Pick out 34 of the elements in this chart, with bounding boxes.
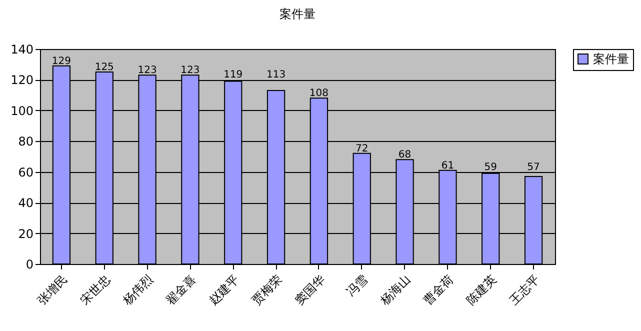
data-label: 61 — [441, 160, 454, 172]
data-label: 123 — [180, 65, 200, 76]
data-label: 123 — [138, 65, 157, 76]
y-tick-label: 60 — [18, 165, 34, 180]
y-tick-label: 40 — [18, 196, 34, 210]
x-tick-label: 杨伟烈 — [120, 272, 156, 308]
x-tick-label: 赵建平 — [206, 272, 242, 308]
y-tick-label: 140 — [10, 42, 34, 56]
x-tick-label: 陈建英 — [464, 272, 500, 308]
chart-title: 案件量 — [280, 7, 316, 21]
y-tick-label: 120 — [10, 73, 34, 88]
x-tick-label: 杨海山 — [377, 272, 414, 308]
x-tick-label: 贾梅荣 — [249, 272, 285, 308]
x-tick-label: 张增民 — [34, 272, 70, 308]
data-label: 108 — [309, 88, 329, 100]
y-tick-label: 0 — [26, 258, 34, 272]
y-tick-label: 100 — [10, 104, 34, 118]
data-label: 72 — [356, 143, 368, 154]
data-label: 113 — [266, 70, 286, 81]
data-label: 129 — [52, 56, 72, 67]
data-label: 125 — [94, 62, 114, 74]
x-tick-label: 王志平 — [506, 272, 542, 308]
x-tick-label: 翟金喜 — [163, 272, 199, 308]
data-label: 57 — [527, 162, 540, 173]
y-tick-label: 20 — [18, 226, 34, 241]
data-label: 59 — [484, 162, 497, 173]
x-tick-label: 宋世忠 — [78, 272, 113, 308]
data-label: 68 — [398, 150, 412, 161]
x-tick-label: 曹金荷 — [420, 272, 456, 308]
y-tick-label: 80 — [18, 134, 34, 149]
data-label: 119 — [224, 70, 243, 81]
x-tick-label: 窦国华 — [292, 272, 328, 308]
legend-label: 案件量 — [593, 52, 629, 66]
x-tick-label: 冯雪 — [343, 272, 370, 299]
